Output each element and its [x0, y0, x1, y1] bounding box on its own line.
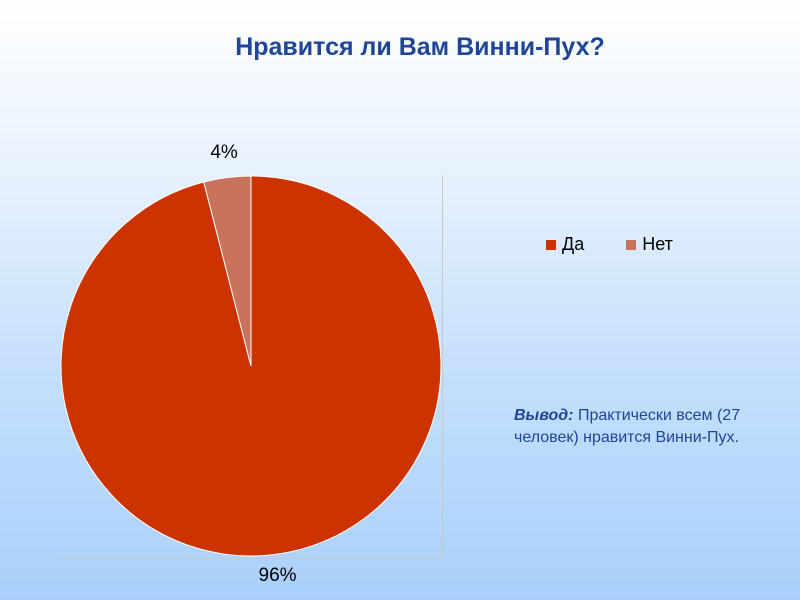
legend: Да Нет	[546, 234, 715, 255]
conclusion-note: Вывод: Практически всем (27 человек) нра…	[514, 405, 764, 449]
legend-swatch-yes	[546, 239, 556, 250]
data-label-yes: 96%	[258, 565, 297, 587]
pie-slice-no	[203, 175, 252, 367]
legend-label-no: Нет	[642, 234, 673, 254]
legend-label-yes: Да	[562, 234, 585, 254]
conclusion-text: Практически всем (27 человек) нравится В…	[514, 407, 741, 446]
legend-item-no: Нет	[626, 234, 673, 255]
legend-swatch-no	[626, 239, 637, 250]
data-label-no: 4%	[210, 141, 238, 163]
conclusion-label: Вывод:	[514, 407, 574, 424]
plot-area	[60, 175, 443, 559]
chart-title: Нравится ли Вам Винни-Пух?	[235, 33, 605, 61]
legend-item-yes: Да	[546, 234, 584, 255]
